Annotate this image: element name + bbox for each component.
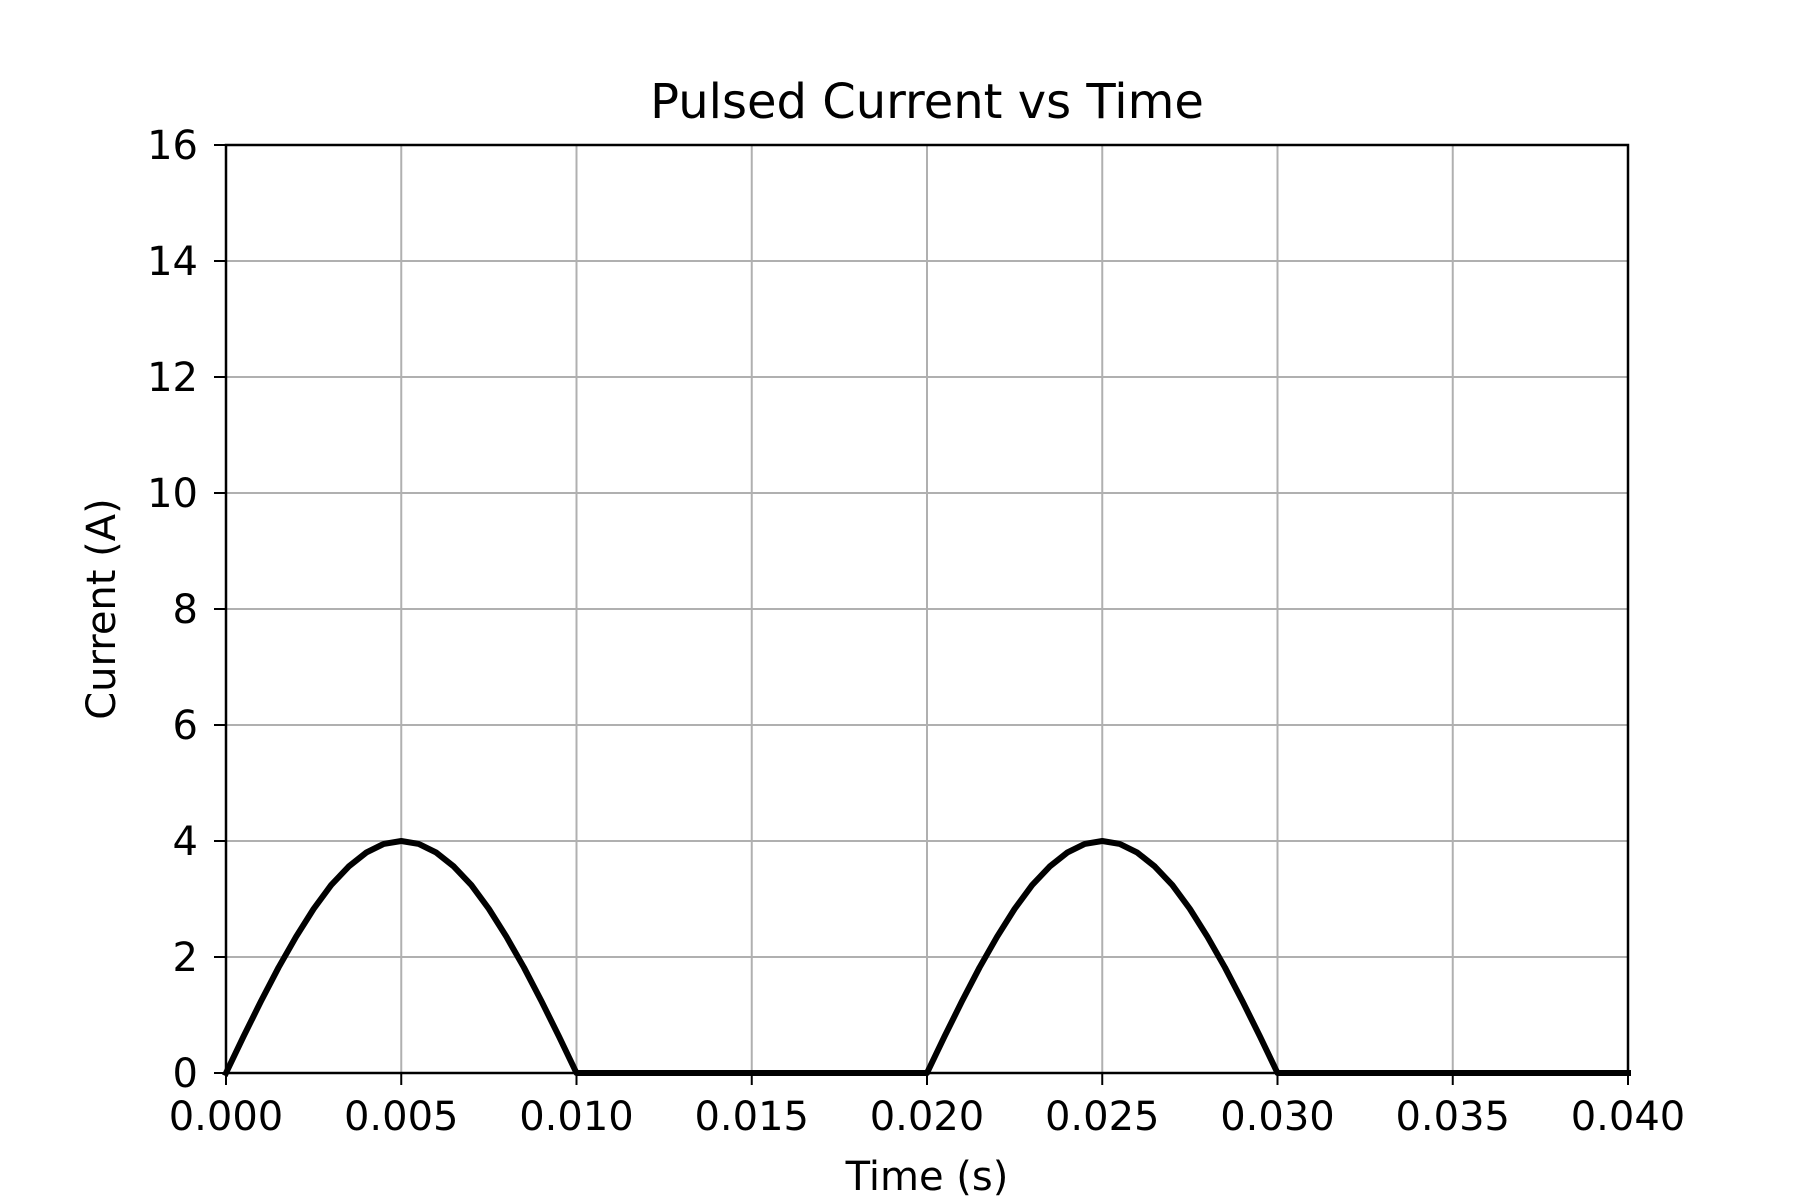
y-tick-label: 10 [147,471,198,517]
chart-title: Pulsed Current vs Time [650,74,1204,130]
x-tick-label: 0.020 [870,1094,985,1140]
y-tick-label: 2 [173,935,198,981]
x-tick-label: 0.010 [519,1094,634,1140]
x-tick-label: 0.005 [344,1094,459,1140]
x-tick-label: 0.015 [694,1094,809,1140]
x-tick-label: 0.035 [1395,1094,1510,1140]
x-tick-label: 0.030 [1220,1094,1335,1140]
x-tick-label: 0.025 [1045,1094,1160,1140]
y-axis-title: Current (A) [79,498,125,720]
y-tick-label: 12 [147,355,198,401]
y-tick-label: 8 [173,587,198,633]
x-axis-title: Time (s) [845,1154,1009,1200]
y-tick-label: 6 [173,703,198,749]
y-tick-label: 0 [173,1051,198,1097]
ticks: 0.000 0.005 0.010 0.015 0.020 0.025 0.030 0.035… [147,123,1685,1140]
y-tick-label: 16 [147,123,198,169]
x-tick-label: 0.040 [1571,1094,1686,1140]
y-tick-label: 14 [147,239,198,285]
x-tick-label: 0.000 [169,1094,284,1140]
y-tick-label: 4 [173,819,198,865]
